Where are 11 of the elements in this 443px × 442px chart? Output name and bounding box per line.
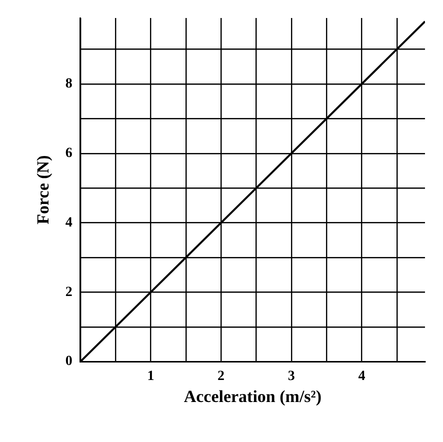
y-tick-label: 8 xyxy=(65,76,72,92)
y-tick-label: 0 xyxy=(65,354,72,370)
x-tick-label: 1 xyxy=(147,369,154,384)
x-axis-title: Acceleration (m/s²) xyxy=(184,387,322,406)
y-axis-title: Force (N) xyxy=(34,155,53,224)
x-tick-label: 4 xyxy=(358,369,366,384)
x-tick-label: 2 xyxy=(218,369,225,384)
y-tick-label: 4 xyxy=(65,215,72,230)
y-tick-label: 2 xyxy=(65,284,72,300)
y-tick-label: 6 xyxy=(65,146,72,161)
x-tick-label: 3 xyxy=(288,369,295,384)
